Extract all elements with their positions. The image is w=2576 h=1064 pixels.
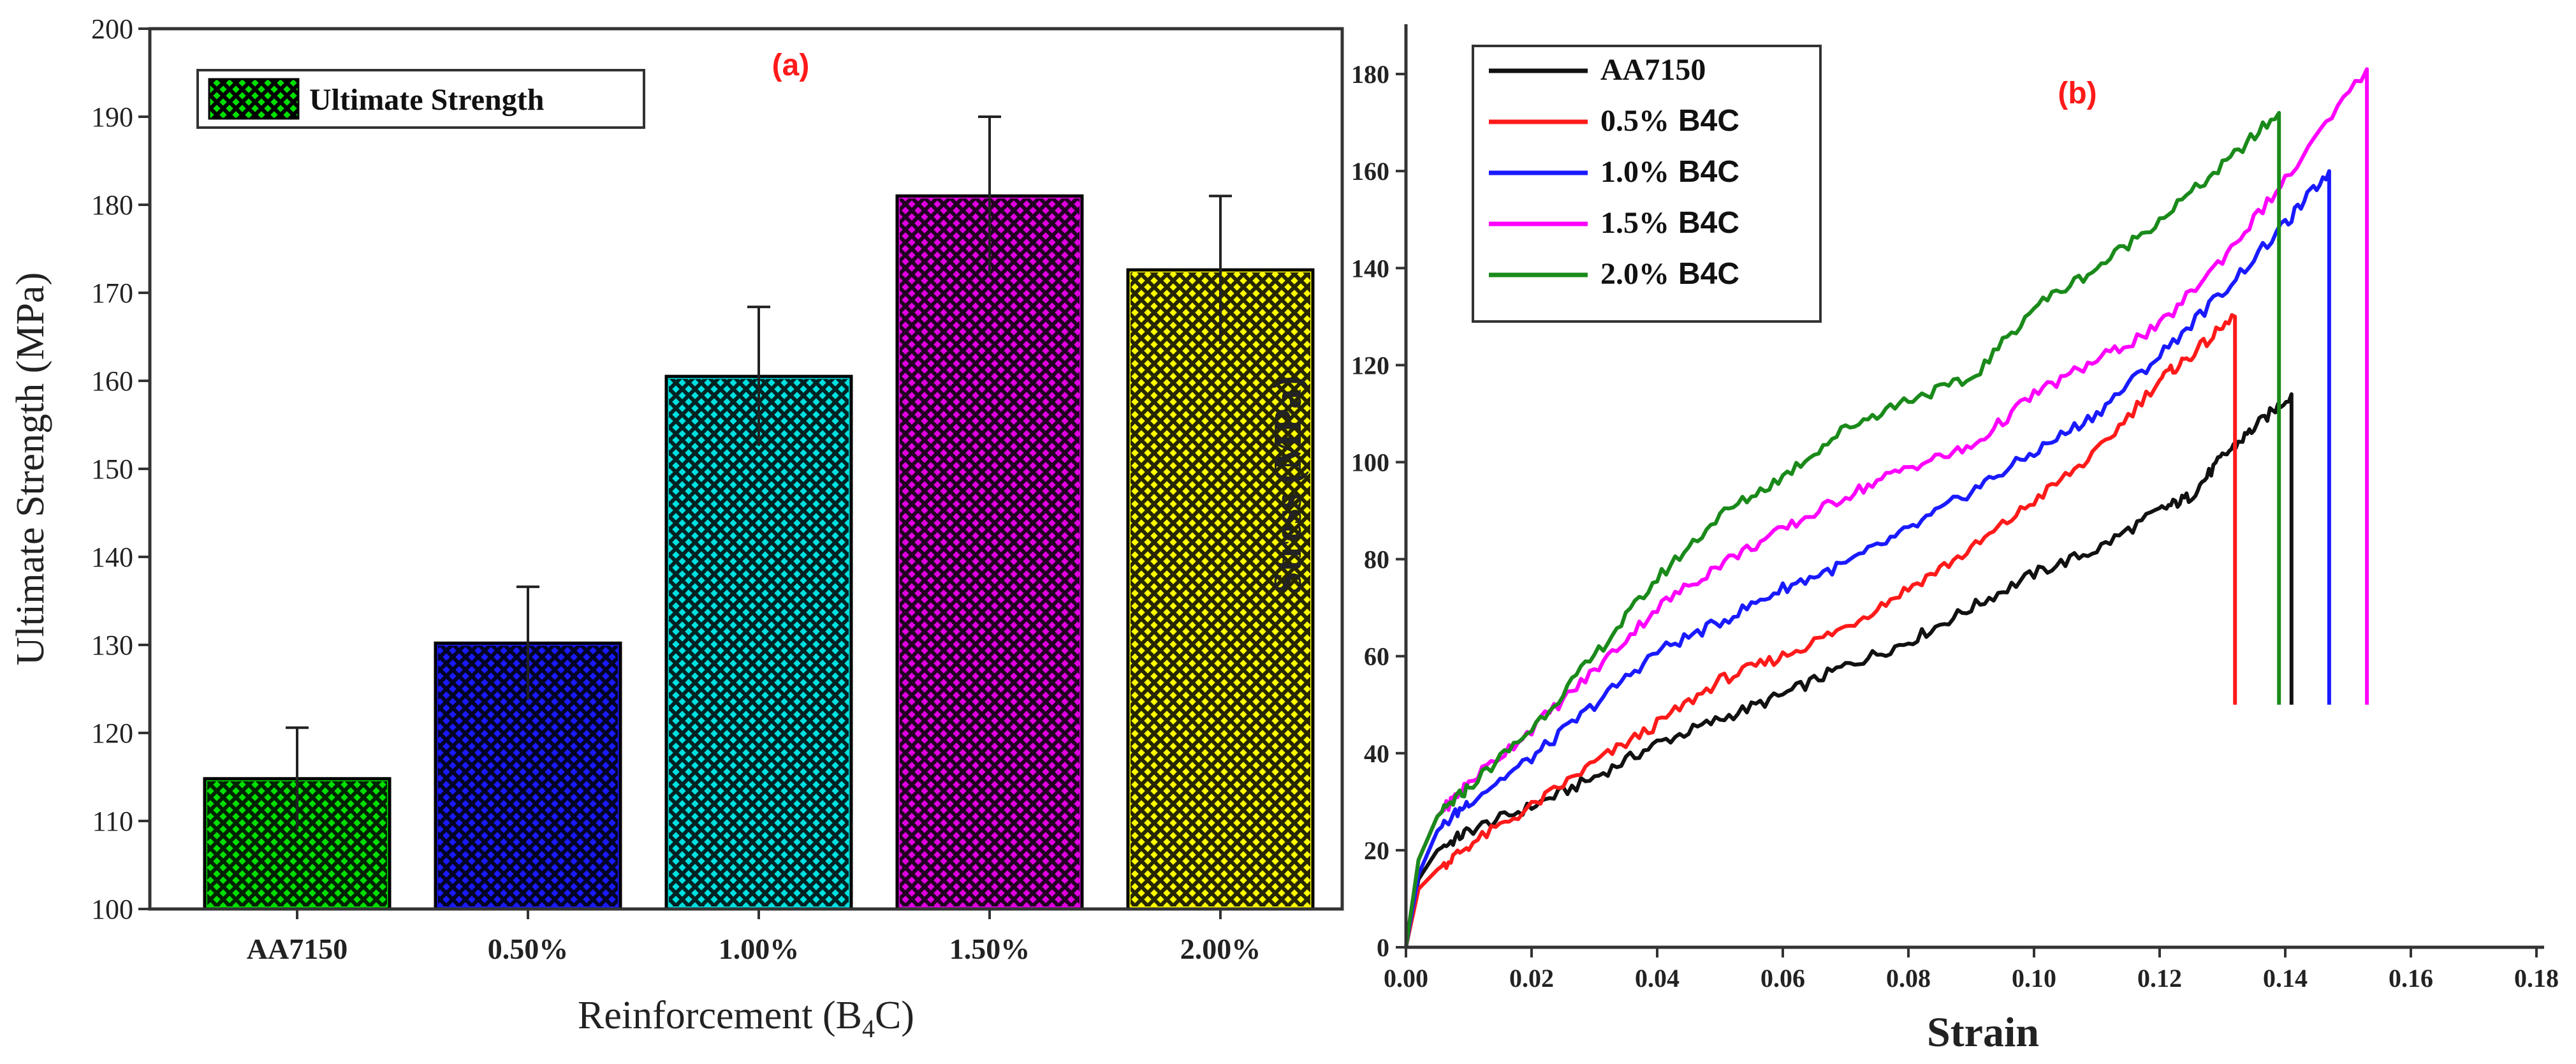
panel-a-x-category-labels: AA7150 0.50% 1.00% 1.50% 2.00% (247, 933, 1261, 965)
panel-b-legend: AA7150 0.5% B4C 1.0% B4C 1.5% B4C 2.0% B4C (1472, 45, 1822, 323)
panel-b-tick-marks (1396, 73, 2538, 957)
panel-a-tick-marks (138, 27, 1222, 919)
legend-suffix: B4C (1678, 257, 1739, 291)
y-tick-label: 160 (91, 366, 133, 397)
legend-suffix: B4C (1678, 104, 1739, 138)
legend-entry: 0.5% B4C (1600, 104, 1739, 138)
y-tick-label: 0 (1377, 933, 1389, 962)
series-line (1404, 392, 2294, 948)
panel-b-x-axis-label: Strain (1927, 1009, 2039, 1056)
y-tick-label: 100 (91, 894, 133, 925)
panel-b-label: (b) (2058, 77, 2097, 110)
x-tick-label: 0.02 (1509, 964, 1554, 993)
y-tick-label: 180 (1351, 60, 1389, 89)
panel-a-bar-chart: 100 110 120 130 140 150 160 170 180 190 200 AA7150… (9, 13, 1344, 1043)
y-tick-label: 140 (1351, 254, 1389, 283)
panel-a-plot-frame (148, 27, 1344, 911)
panel-b-y-tick-labels: 0 20 40 60 80 100 120 140 160 180 (1351, 60, 1389, 962)
x-tick-label: 0.10 (2012, 964, 2056, 993)
x-tick-label: 0.00 (1384, 964, 1428, 993)
panel-a-label: (a) (772, 48, 810, 82)
panel-b-legend-entries: AA7150 0.5% B4C 1.0% B4C 1.5% B4C 2.0% B4C (1489, 53, 1739, 291)
legend-name: 1.0% (1600, 155, 1669, 189)
x-category-label: 0.50% (488, 933, 569, 965)
series-line (1404, 169, 2331, 948)
y-tick-label: 190 (91, 101, 133, 133)
x-tick-label: 0.16 (2389, 964, 2433, 993)
y-tick-label: 120 (91, 718, 133, 749)
bar-hatch (1131, 272, 1310, 906)
panel-b-series-lines (1404, 67, 2369, 948)
bar-hatch (900, 198, 1079, 907)
panel-a-x-axis-label: Reinforcement (B4C) (578, 994, 914, 1043)
x-category-label: 1.00% (719, 933, 800, 965)
x-tick-label: 0.12 (2137, 964, 2182, 993)
legend-name: AA7150 (1600, 53, 1706, 87)
x-tick-label: 0.18 (2514, 964, 2559, 993)
x-tick-label: 0.06 (1760, 964, 1805, 993)
y-tick-label: 40 (1364, 739, 1389, 768)
series-line (1404, 110, 2281, 948)
x-category-label: 1.50% (949, 933, 1030, 965)
panel-a-y-tick-labels: 100 110 120 130 140 150 160 170 180 190 200 (91, 13, 133, 925)
panel-b-x-tick-labels: 0.00 0.02 0.04 0.06 0.08 0.10 0.12 0.14 0.16 0.18 (1384, 964, 2559, 993)
y-tick-label: 200 (91, 13, 133, 45)
panel-a-y-axis-label: Ultimate Strength (MPa) (9, 272, 52, 665)
legend-swatch (208, 78, 300, 120)
y-tick-label: 180 (91, 189, 133, 221)
series-line (1404, 67, 2369, 948)
x-label-subscript: 4 (862, 1014, 875, 1043)
x-tick-label: 0.08 (1886, 964, 1931, 993)
legend-entry: 1.5% B4C (1600, 206, 1739, 240)
y-tick-label: 60 (1364, 642, 1389, 671)
x-label-main: Reinforcement (B (578, 994, 862, 1037)
y-tick-label: 160 (1351, 157, 1389, 186)
legend-suffix: B4C (1678, 155, 1739, 189)
panel-a-legend: Ultimate Strength (196, 69, 645, 129)
y-tick-label: 120 (1351, 351, 1389, 380)
legend-entry: 1.0% B4C (1600, 155, 1739, 189)
legend-entry: 2.0% B4C (1600, 257, 1739, 291)
y-tick-label: 150 (91, 454, 133, 485)
y-tick-label: 140 (91, 542, 133, 573)
legend-name: 1.5% (1600, 206, 1669, 240)
bar-hatch (669, 379, 849, 906)
y-tick-label: 80 (1364, 545, 1389, 574)
panel-a-error-bars (286, 115, 1232, 830)
legend-label: Ultimate Strength (309, 83, 544, 117)
series-line (1404, 313, 2237, 948)
panel-b-y-axis-label: Stress (MPa) (1266, 376, 1310, 593)
y-tick-label: 170 (91, 277, 133, 309)
x-tick-label: 0.04 (1635, 964, 1680, 993)
legend-name: 2.0% (1600, 257, 1669, 291)
x-tick-label: 0.14 (2263, 964, 2308, 993)
x-label-end: C) (875, 994, 914, 1037)
y-tick-label: 110 (92, 806, 133, 837)
y-tick-label: 100 (1351, 448, 1389, 477)
panel-a-bars (203, 194, 1315, 911)
x-category-label: AA7150 (247, 933, 348, 965)
x-category-label: 2.00% (1180, 933, 1261, 965)
legend-entry: AA7150 (1600, 53, 1706, 87)
y-tick-label: 20 (1364, 836, 1389, 865)
y-tick-label: 130 (91, 630, 133, 661)
legend-suffix: B4C (1678, 206, 1739, 240)
legend-name: 0.5% (1600, 104, 1669, 138)
